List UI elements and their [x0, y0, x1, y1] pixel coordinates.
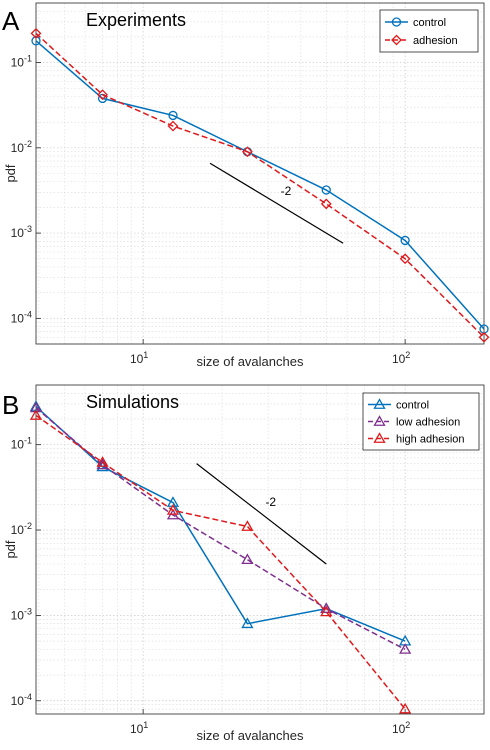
y-tick-label: 10-2 [11, 139, 32, 155]
slope-label: -2 [265, 495, 276, 509]
legend-swatch-marker [373, 432, 386, 443]
series-high-adhesion [29, 409, 412, 714]
y-tick-exponent: -1 [24, 54, 32, 64]
grid [36, 3, 484, 344]
panel-title: Simulations [86, 392, 179, 412]
data-point [320, 198, 332, 210]
legend-swatch-marker [373, 398, 386, 409]
y-tick-base: 10 [11, 608, 25, 622]
x-tick-exponent: 2 [405, 720, 410, 730]
data-point [30, 27, 42, 39]
y-tick-exponent: -2 [24, 521, 32, 531]
legend-swatch-marker [391, 17, 402, 27]
legend-swatch-marker [391, 34, 402, 46]
legend-entry-label: adhesion [413, 35, 458, 47]
data-point [241, 146, 253, 158]
series-line [35, 405, 406, 642]
slope-reference-line [209, 162, 344, 244]
data-point [241, 520, 254, 531]
y-tick-label: 10-1 [11, 54, 32, 70]
panel-title: Experiments [86, 10, 186, 30]
y-axis-label: pdf [3, 164, 18, 182]
data-point [320, 605, 333, 617]
x-axis-label: size of avalanches [197, 728, 304, 743]
data-point [399, 643, 412, 654]
series-adhesion [30, 27, 490, 343]
y-tick-exponent: -4 [24, 309, 32, 319]
y-tick-base: 10 [11, 523, 25, 537]
x-tick-label: 101 [130, 720, 148, 736]
x-tick-exponent: 1 [143, 720, 148, 730]
data-point [29, 409, 43, 420]
y-tick-label: 10-3 [11, 606, 32, 622]
data-point [321, 185, 331, 195]
data-point [400, 235, 410, 246]
axes-frame [35, 2, 485, 345]
x-tick-base: 10 [392, 722, 406, 736]
y-tick-label: 10-1 [11, 436, 32, 452]
legend: control low adhesion high adhesion [362, 392, 480, 451]
y-tick-base: 10 [11, 311, 25, 325]
x-tick-exponent: 2 [405, 350, 410, 360]
data-point [31, 36, 41, 46]
data-point [96, 456, 109, 467]
y-tick-base: 10 [11, 694, 25, 708]
x-tick-base: 10 [130, 722, 144, 736]
legend-entry-label: control [396, 400, 429, 412]
data-point [399, 702, 412, 714]
y-tick-label: 10-2 [11, 521, 32, 537]
x-tick-label: 102 [392, 720, 410, 736]
legend-swatch-marker [373, 415, 386, 426]
x-tick-label: 102 [392, 350, 410, 366]
data-point [167, 120, 179, 132]
y-tick-exponent: -3 [24, 606, 32, 616]
slope-reference-line [196, 463, 327, 565]
y-tick-base: 10 [11, 56, 25, 70]
y-tick-base: 10 [11, 141, 25, 155]
y-tick-exponent: -4 [24, 692, 32, 702]
data-point [241, 617, 254, 629]
series-line [35, 414, 406, 710]
y-tick-exponent: -3 [24, 224, 32, 234]
slope-label: -2 [281, 184, 292, 198]
y-tick-label: 10-4 [11, 309, 32, 325]
y-tick-base: 10 [11, 438, 25, 452]
x-tick-base: 10 [130, 352, 144, 366]
data-point [241, 553, 254, 565]
x-axis-label: size of avalanches [197, 354, 304, 369]
legend-entry-label: control [413, 17, 446, 29]
legend: control adhesion [379, 9, 479, 53]
panel-letter: A [2, 6, 20, 36]
data-point [97, 89, 108, 101]
y-tick-label: 10-3 [11, 224, 32, 240]
y-tick-label: 10-4 [11, 692, 32, 708]
x-tick-exponent: 1 [143, 350, 148, 360]
x-tick-label: 101 [130, 350, 148, 366]
y-tick-base: 10 [11, 226, 25, 240]
data-point [166, 504, 180, 515]
y-tick-exponent: -1 [24, 436, 32, 446]
legend-entry-label: low adhesion [396, 417, 460, 429]
grid [36, 385, 484, 714]
data-point [320, 602, 333, 614]
panel-letter: B [2, 390, 19, 420]
series-line [35, 32, 485, 338]
data-point [478, 331, 490, 343]
data-point [399, 253, 411, 265]
y-axis-label: pdf [3, 540, 18, 558]
axes-frame [35, 384, 485, 715]
data-point [168, 110, 178, 121]
x-tick-base: 10 [392, 352, 406, 366]
y-tick-exponent: -2 [24, 139, 32, 149]
legend-entry-label: high adhesion [396, 434, 465, 446]
